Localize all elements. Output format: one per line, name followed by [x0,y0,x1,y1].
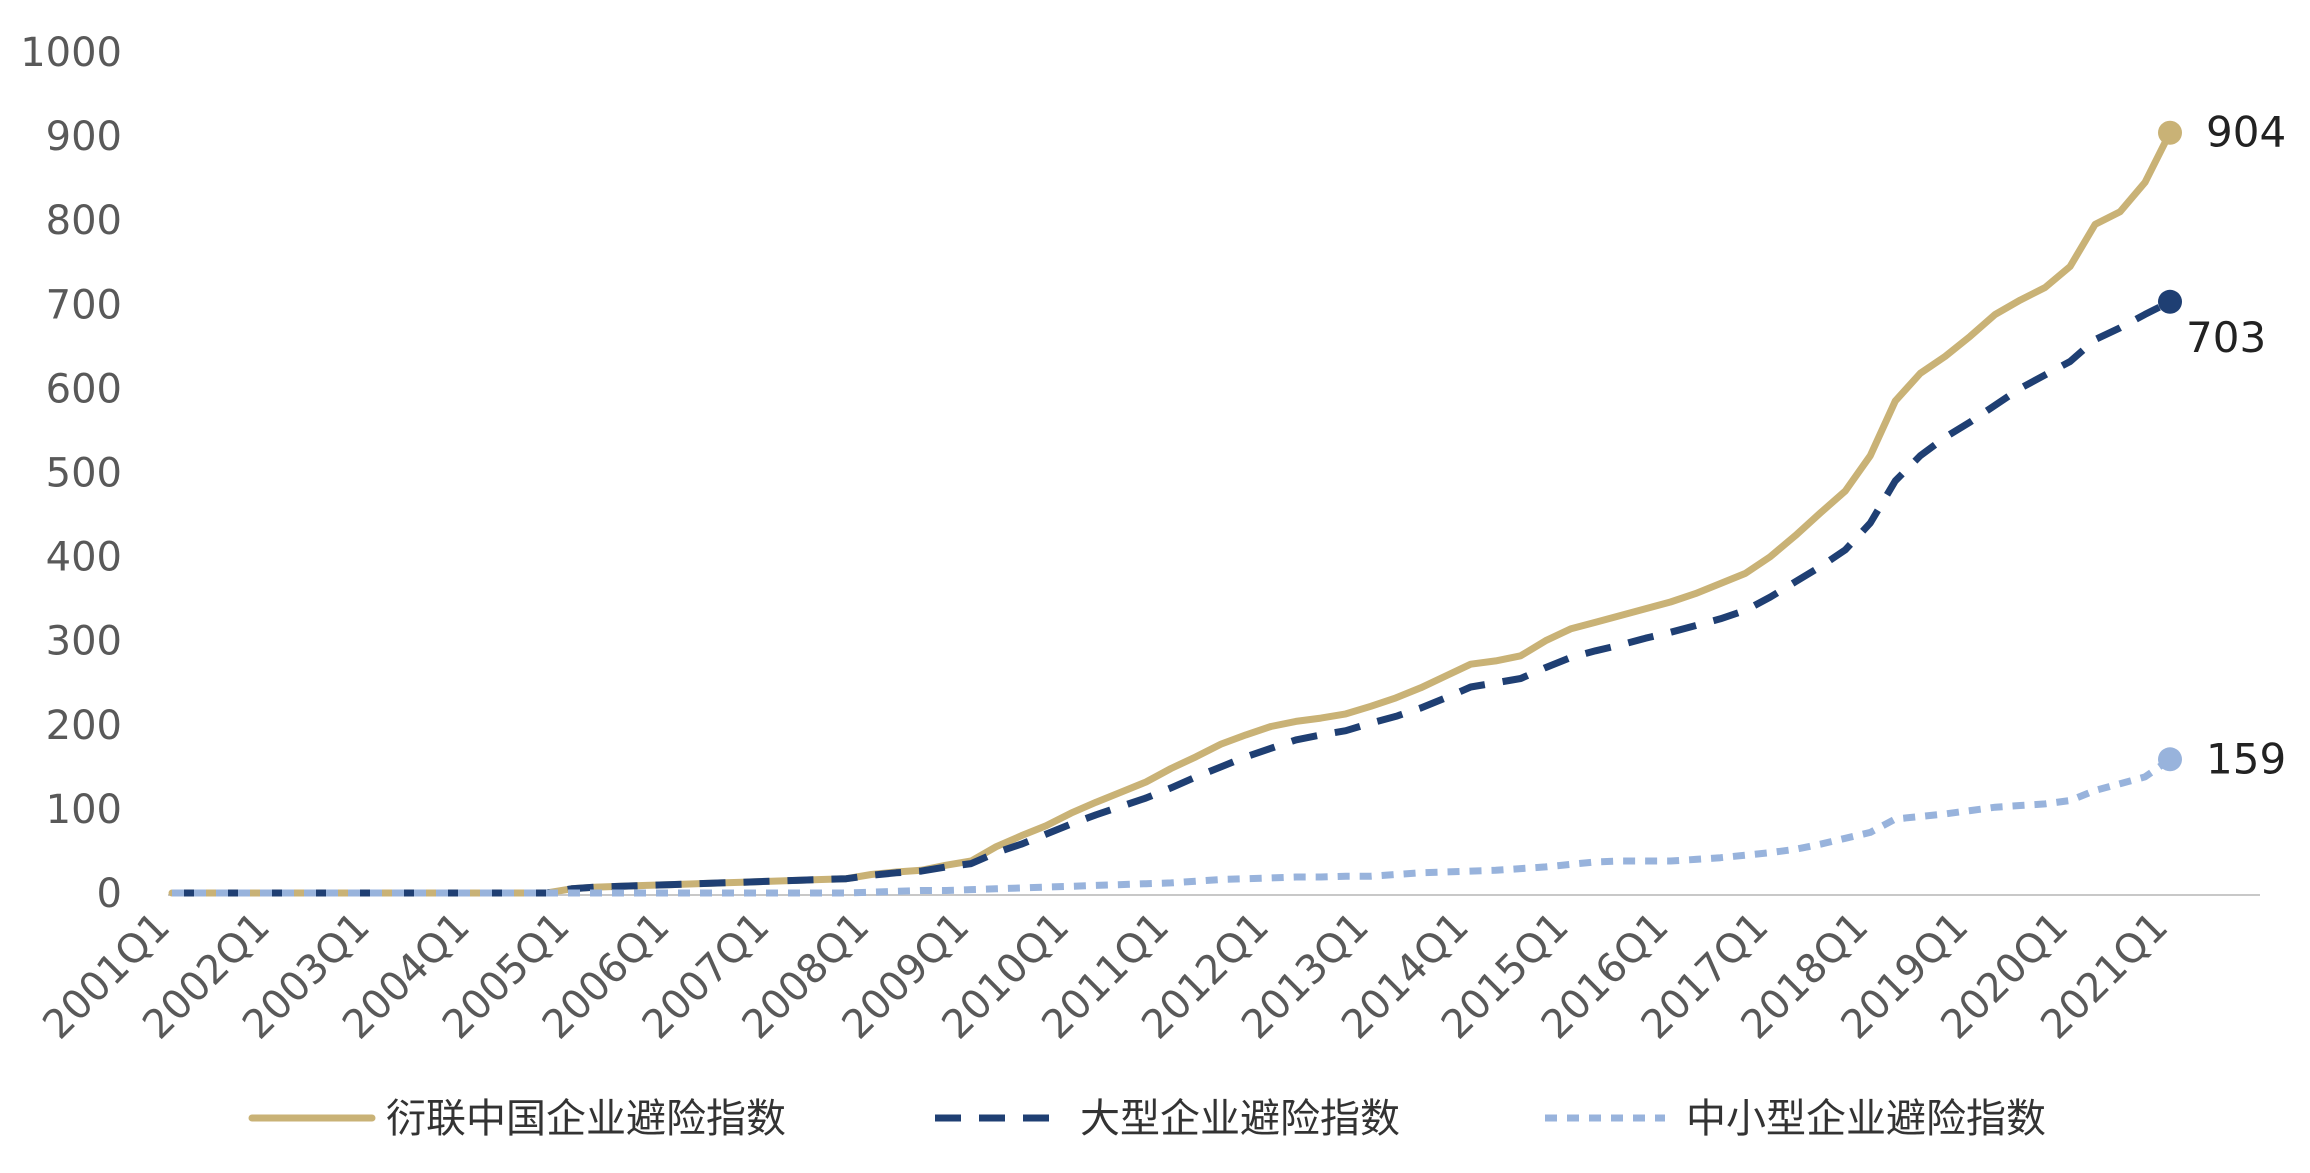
end-value-label: 904 [2206,108,2286,157]
legend-label: 中小型企业避险指数 [1686,1096,2046,1142]
y-tick-label: 0 [97,871,122,917]
legend-item-1: 大型企业避险指数 [935,1096,1400,1142]
end-value-label: 703 [2186,313,2266,362]
y-tick-label: 600 [46,366,122,412]
y-tick-label: 100 [46,787,122,833]
end-marker-0 [2158,120,2182,145]
legend: 衍联中国企业避险指数 大型企业避险指数 中小型企业避险指数 [248,1096,2046,1142]
series-2: 159 [172,734,2286,897]
series-1: 703 [172,289,2266,897]
y-tick-label: 200 [46,703,122,749]
legend-label: 大型企业避险指数 [1080,1096,1400,1142]
end-value-label: 159 [2206,734,2286,783]
legend-item-0: 衍联中国企业避险指数 [248,1096,786,1142]
y-tick-label: 400 [46,535,122,581]
y-tick-label: 300 [46,619,122,665]
y-tick-label: 500 [46,451,122,497]
y-axis: 0 100 200 300 400 500 600 700 800 900 1000 [20,30,122,917]
y-tick-label: 800 [46,198,122,244]
y-tick-label: 700 [46,282,122,328]
legend-label: 衍联中国企业避险指数 [386,1096,786,1142]
end-marker-1 [2158,289,2182,314]
end-marker-2 [2158,747,2182,772]
series-0: 904 [168,108,2286,897]
legend-item-2: 中小型企业避险指数 [1545,1096,2046,1142]
series-line-1 [172,298,2172,897]
series-line-0 [168,129,2174,897]
series-line-2 [172,756,2173,897]
y-tick-label: 900 [46,114,122,160]
series-layer: 904 703 159 [168,108,2286,897]
x-axis: 2001Q12002Q12003Q12004Q12005Q12006Q12007… [34,904,2177,1049]
y-tick-label: 1000 [20,30,122,76]
